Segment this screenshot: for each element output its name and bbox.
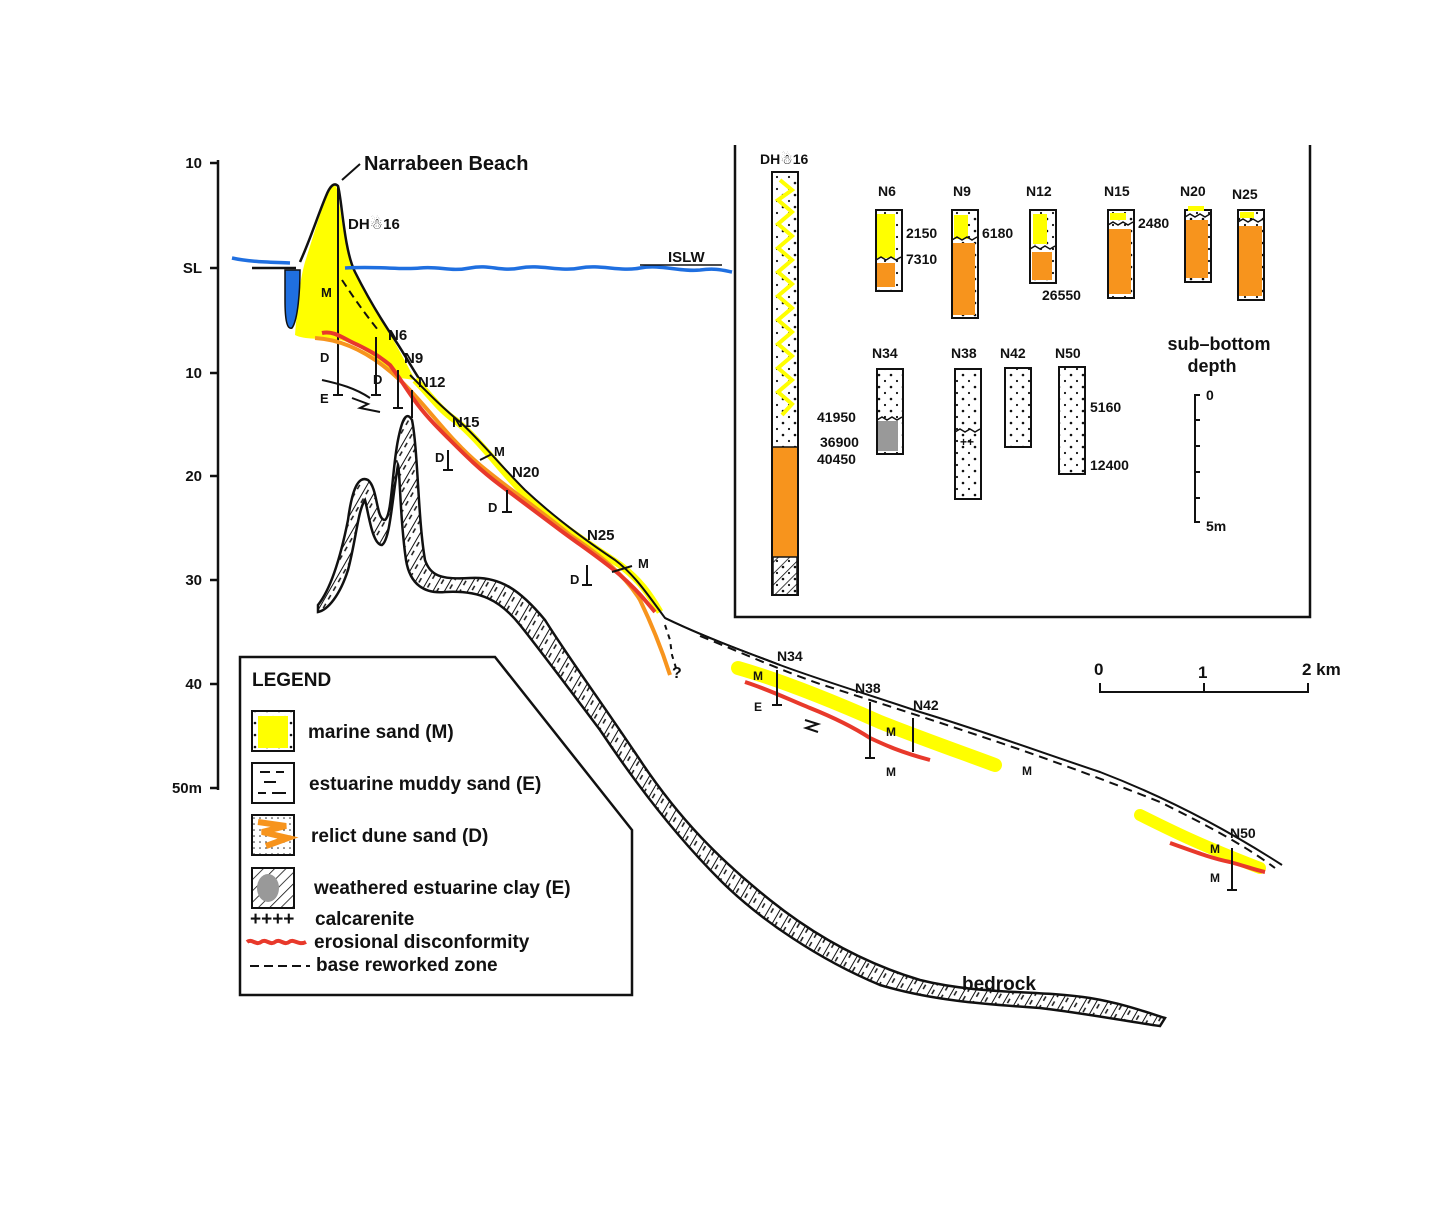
horizontal-scale-bar: 0 1 2 km — [1094, 660, 1341, 693]
depth-scale-title: sub–bottom — [1168, 334, 1271, 354]
inset-core-name: N38 — [951, 345, 977, 361]
depth-tick-label: 40 — [185, 676, 202, 693]
legend-label: estuarine muddy sand (E) — [309, 774, 541, 795]
radiocarbon-date: 26550 — [1042, 287, 1081, 303]
islw-label: ISLW — [668, 249, 706, 266]
scale-label: 2 km — [1302, 660, 1341, 679]
legend-title: LEGEND — [252, 670, 331, 691]
core-label-n42: N42 — [913, 697, 939, 713]
scale-label: 1 — [1198, 663, 1207, 682]
radiocarbon-date: 2480 — [1138, 215, 1169, 231]
radiocarbon-date: 2150 — [906, 225, 937, 241]
radiocarbon-date: 12400 — [1090, 457, 1129, 473]
core-log-n9: N9 6180 — [951, 183, 1013, 319]
core-log-n38: ++ N38 — [951, 345, 982, 500]
core-label-n38: N38 — [855, 680, 881, 696]
legend-label: calcarenite — [315, 909, 414, 930]
legend: LEGEND marine sand (M) estuarine muddy s… — [238, 655, 634, 997]
unit-mark-d: D — [373, 372, 382, 387]
inset-core-name: N15 — [1104, 183, 1130, 199]
dh16-label: DH☃16 — [348, 215, 400, 233]
depth-axis: 10 SL 10 20 30 40 50m — [172, 155, 220, 797]
inset-core-name: N20 — [1180, 183, 1206, 199]
radiocarbon-date: 7310 — [906, 251, 937, 267]
core-log-n50: N50 5160 12400 — [1055, 345, 1129, 475]
unit-mark-m: M — [1210, 871, 1220, 885]
core-log-n34: N34 41950 36900 40450 — [817, 345, 904, 467]
core-label-n25: N25 — [587, 527, 615, 544]
inset-core-name: N6 — [878, 183, 896, 199]
legend-label: weathered estuarine clay (E) — [313, 878, 571, 899]
depth-tick-label: 30 — [185, 572, 202, 589]
unit-mark-d: D — [435, 450, 444, 465]
sea-level-line: ISLW — [231, 249, 733, 274]
core-log-n12: N12 26550 — [1026, 183, 1081, 303]
beach-barrier: Narrabeen Beach DH☃16 — [252, 153, 529, 396]
bedrock-label: bedrock — [962, 974, 1036, 995]
unit-mark-m: M — [753, 669, 763, 683]
svg-text:++: ++ — [960, 435, 974, 449]
core-label-n6: N6 — [388, 327, 407, 344]
depth-tick-label: SL — [183, 260, 202, 277]
depth-scale-top: 0 — [1206, 387, 1214, 403]
core-log-n25: N25 — [1232, 186, 1265, 301]
inset-core-name: N42 — [1000, 345, 1026, 361]
bedrock-profile: bedrock — [316, 414, 1167, 1028]
legend-label: erosional disconformity — [314, 932, 530, 953]
lower-shelf-profile: N34 N38 N42 N50 M E M M M M M — [664, 617, 1283, 891]
inset-core-name: N12 — [1026, 183, 1052, 199]
depth-tick-label: 10 — [185, 155, 202, 172]
unit-mark-d: D — [320, 350, 329, 365]
radiocarbon-date: 36900 — [820, 434, 859, 450]
inset-core-name: N50 — [1055, 345, 1081, 361]
inset-core-name: N9 — [953, 183, 971, 199]
inset-core-name: N34 — [872, 345, 898, 361]
unit-mark-e: E — [320, 391, 329, 406]
radiocarbon-date: 41950 — [817, 409, 856, 425]
radiocarbon-date: 5160 — [1090, 399, 1121, 415]
unit-mark-e: E — [754, 700, 762, 714]
unit-mark-m: M — [321, 285, 332, 300]
radiocarbon-date: 6180 — [982, 225, 1013, 241]
unit-mark-m: M — [638, 556, 649, 571]
legend-label: marine sand (M) — [308, 722, 454, 743]
core-label-n15: N15 — [452, 414, 480, 431]
depth-scale-bottom: 5m — [1206, 518, 1226, 534]
upper-core-sites: N6 N9 N12 N15 N20 N25 M D E D M D D M D — [320, 285, 649, 587]
depth-tick-label: 50m — [172, 780, 202, 797]
radiocarbon-date: 40450 — [817, 451, 856, 467]
core-log-dh16: DH☃16 — [760, 151, 809, 596]
legend-label: relict dune sand (D) — [311, 826, 488, 847]
depth-tick-label: 10 — [185, 365, 202, 382]
scale-label: 0 — [1094, 660, 1103, 679]
inset-core-logs: DH☃16 N6 2150 7310 N9 6180 N12 26550 — [733, 145, 1312, 619]
unit-mark-m: M — [1210, 842, 1220, 856]
core-log-n42: N42 — [1000, 345, 1032, 448]
uncertain-marker: ? — [672, 665, 682, 682]
title-narrabeen-beach: Narrabeen Beach — [364, 153, 529, 175]
unit-mark-m: M — [1022, 764, 1032, 778]
core-label-n20: N20 — [512, 464, 540, 481]
legend-label: base reworked zone — [316, 955, 498, 976]
unit-mark-d: D — [488, 500, 497, 515]
legend-symbol-calcarenite: ++++ — [250, 909, 294, 930]
unit-mark-m: M — [494, 444, 505, 459]
depth-scale-title: depth — [1188, 356, 1237, 376]
core-label-n50: N50 — [1230, 825, 1256, 841]
inset-dh16-label: DH☃16 — [760, 151, 809, 167]
core-log-n20: N20 — [1180, 183, 1212, 283]
inset-core-name: N25 — [1232, 186, 1258, 202]
sub-bottom-depth-scale: sub–bottom depth 0 5m — [1168, 334, 1271, 534]
core-log-n6: N6 2150 7310 — [875, 183, 937, 292]
unit-mark-m: M — [886, 765, 896, 779]
core-label-n34: N34 — [777, 648, 803, 664]
unit-mark-m: M — [886, 725, 896, 739]
legend-swatch-erosional-disconformity — [245, 938, 307, 946]
depth-tick-label: 20 — [185, 468, 202, 485]
core-label-n12: N12 — [418, 374, 446, 391]
core-log-n15: N15 2480 — [1104, 183, 1169, 299]
unit-mark-d: D — [570, 572, 579, 587]
core-label-n9: N9 — [404, 350, 423, 367]
